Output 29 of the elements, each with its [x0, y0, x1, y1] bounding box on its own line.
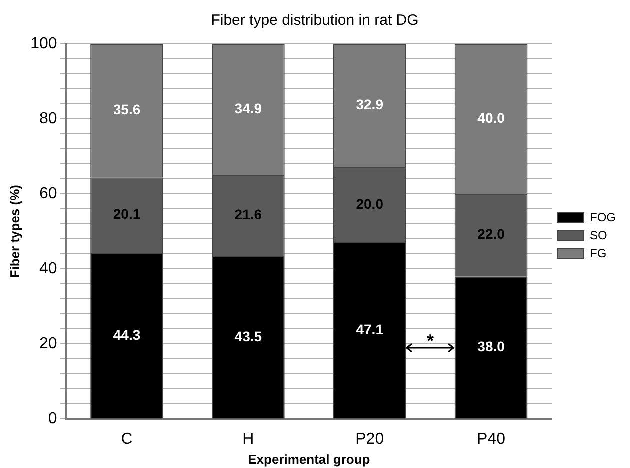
- data-label: 38.0: [478, 338, 506, 355]
- x-tick-label: C: [121, 431, 133, 448]
- y-tick-label: 80: [40, 110, 58, 128]
- y-axis-title: Fiber types (%): [7, 185, 22, 278]
- chart-title: Fiber type distribution in rat DG: [211, 12, 419, 30]
- x-tick-label: P40: [477, 431, 506, 448]
- data-label: 20.0: [356, 196, 384, 212]
- x-axis-title: Experimental group: [248, 452, 370, 467]
- data-label: 40.0: [478, 110, 506, 126]
- y-tick-label: 60: [40, 185, 58, 202]
- data-label: 22.0: [478, 226, 506, 242]
- data-label: 44.3: [113, 326, 141, 343]
- data-label: 35.6: [113, 102, 141, 118]
- y-tick-label: 0: [48, 410, 58, 428]
- y-tick-label: 100: [30, 35, 58, 52]
- annotation: *: [427, 330, 434, 352]
- legend-label: FG: [590, 246, 607, 260]
- data-label: 32.9: [356, 96, 384, 113]
- y-tick-label: 40: [40, 260, 58, 278]
- y-tick-label: 20: [40, 336, 58, 353]
- data-label: 20.1: [113, 206, 141, 222]
- data-label: 47.1: [356, 322, 384, 338]
- data-label: 21.6: [234, 206, 262, 222]
- legend-label: SO: [590, 228, 608, 242]
- data-label: 43.5: [234, 328, 262, 344]
- x-tick-label: P20: [356, 431, 384, 448]
- legend-label: FOG: [590, 210, 616, 224]
- data-label: 34.9: [234, 100, 262, 116]
- x-tick-label: H: [242, 431, 254, 448]
